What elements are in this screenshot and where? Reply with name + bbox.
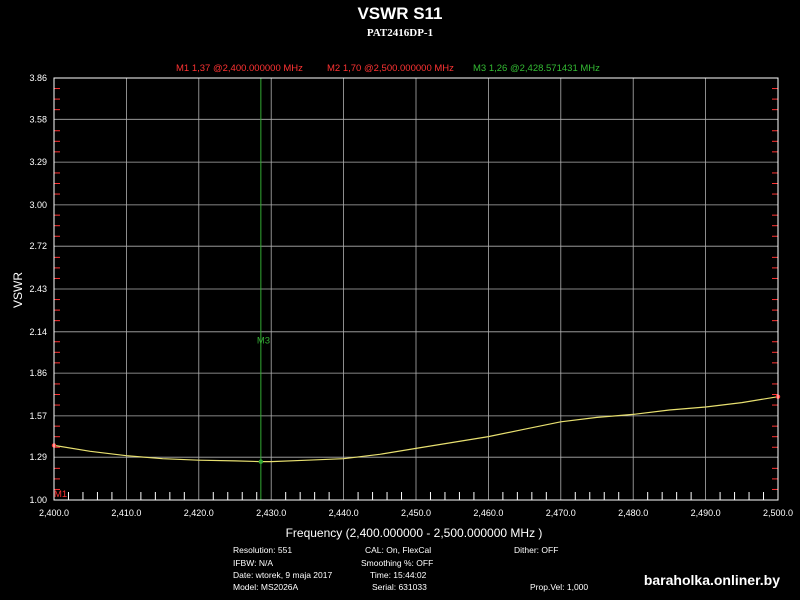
x-tick-label: 2,420.0 <box>184 508 214 518</box>
x-tick-label: 2,450.0 <box>401 508 431 518</box>
y-tick-label: 2.72 <box>29 241 47 251</box>
info-time: Time: 15:44:02 <box>370 570 427 580</box>
x-tick-label: 2,480.0 <box>618 508 648 518</box>
x-tick-label: 2,430.0 <box>256 508 286 518</box>
y-tick-label: 3.86 <box>29 73 47 83</box>
y-tick-label: 2.14 <box>29 327 47 337</box>
y-tick-label: 1.29 <box>29 452 47 462</box>
y-axis-label: VSWR <box>11 272 25 308</box>
vswr-trace <box>53 396 779 463</box>
x-tick-label: 2,400.0 <box>39 508 69 518</box>
axis-ticks: 2,400.0 2,410.0 2,420.0 2,430.0 2,440.0 2,450… <box>29 73 793 518</box>
y-tick-label: 3.29 <box>29 157 47 167</box>
marker-readouts: M1 1,37 @2,400.000000 MHz M2 1,70 @2,500… <box>176 63 600 74</box>
y-tick-label: 3.58 <box>29 114 47 124</box>
y-tick-label: 1.86 <box>29 368 47 378</box>
info-prop-vel: Prop.Vel: 1,000 <box>530 582 589 592</box>
marker-label-m3: M3 <box>257 336 270 347</box>
series-layer <box>53 396 779 463</box>
info-cal: CAL: On, FlexCal <box>365 545 432 555</box>
info-date: Date: wtorek, 9 maja 2017 <box>233 570 333 580</box>
marker-point-m3 <box>258 459 264 464</box>
watermark: baraholka.onliner.by <box>643 572 780 588</box>
x-axis-label: Frequency (2,400.000000 - 2,500.000000 M… <box>286 526 543 540</box>
x-tick-label: 2,500.0 <box>763 508 793 518</box>
marker-readout-m3: M3 1,26 @2,428.571431 MHz <box>473 63 600 74</box>
info-smoothing: Smoothing %: OFF <box>361 558 434 568</box>
y-tick-label: 3.00 <box>29 200 47 210</box>
y-tick-label: 1.57 <box>29 411 47 421</box>
y-tick-label: 1.00 <box>29 495 47 505</box>
chart-title: VSWR S11 <box>357 4 442 23</box>
marker-readout-m2: M2 1,70 @2,500.000000 MHz <box>327 63 454 74</box>
x-tick-label: 2,410.0 <box>111 508 141 518</box>
chart-subtitle: PAT2416DP-1 <box>367 27 433 39</box>
x-tick-label: 2,440.0 <box>329 508 359 518</box>
x-tick-label: 2,490.0 <box>691 508 721 518</box>
plot-frame <box>53 77 779 501</box>
marker-label-m1: M1 <box>54 489 67 500</box>
x-tick-label: 2,470.0 <box>546 508 576 518</box>
info-ifbw: IFBW: N/A <box>233 558 273 568</box>
info-dither: Dither: OFF <box>514 545 559 555</box>
y-tick-label: 2.43 <box>29 284 47 294</box>
info-serial: Serial: 631033 <box>372 582 427 592</box>
plot-grid <box>53 77 779 501</box>
info-resolution: Resolution: 551 <box>233 545 293 555</box>
x-tick-label: 2,460.0 <box>473 508 503 518</box>
marker-readout-m1: M1 1,37 @2,400.000000 MHz <box>176 63 303 74</box>
info-model: Model: MS2026A <box>233 582 299 592</box>
